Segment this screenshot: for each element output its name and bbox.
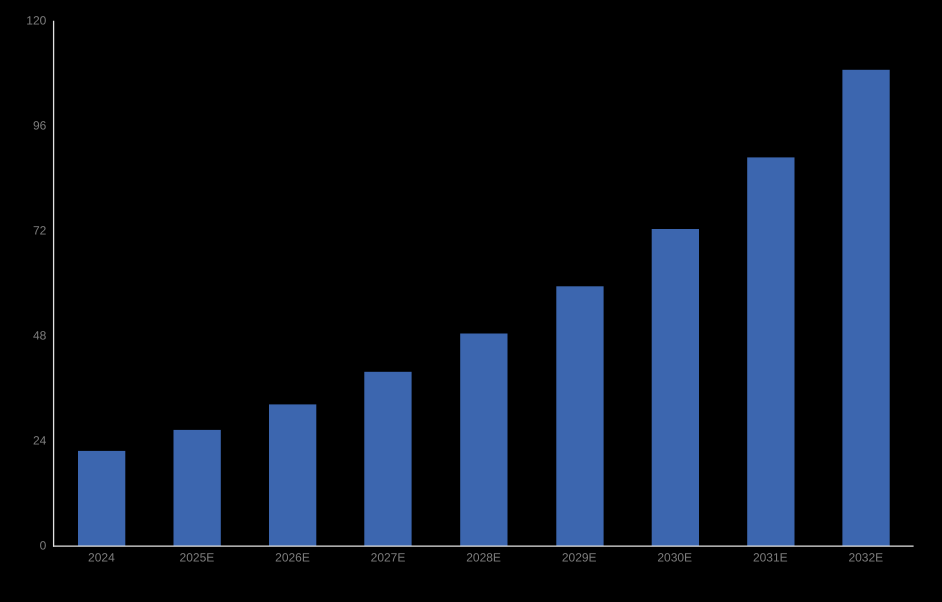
svg-text:2030E: 2030E [657,551,692,565]
svg-text:48: 48 [33,329,47,343]
svg-text:72: 72 [33,224,47,238]
svg-text:2025E: 2025E [180,551,215,565]
svg-text:2031E: 2031E [753,551,788,565]
svg-text:2028E: 2028E [466,551,501,565]
svg-text:2029E: 2029E [562,551,597,565]
svg-text:2026E: 2026E [275,551,310,565]
svg-text:2024: 2024 [88,551,115,565]
svg-text:2032E: 2032E [848,551,883,565]
svg-text:24: 24 [33,434,47,448]
svg-text:0: 0 [40,539,47,553]
svg-text:96: 96 [33,119,47,133]
svg-text:120: 120 [26,14,46,28]
svg-text:2027E: 2027E [371,551,406,565]
